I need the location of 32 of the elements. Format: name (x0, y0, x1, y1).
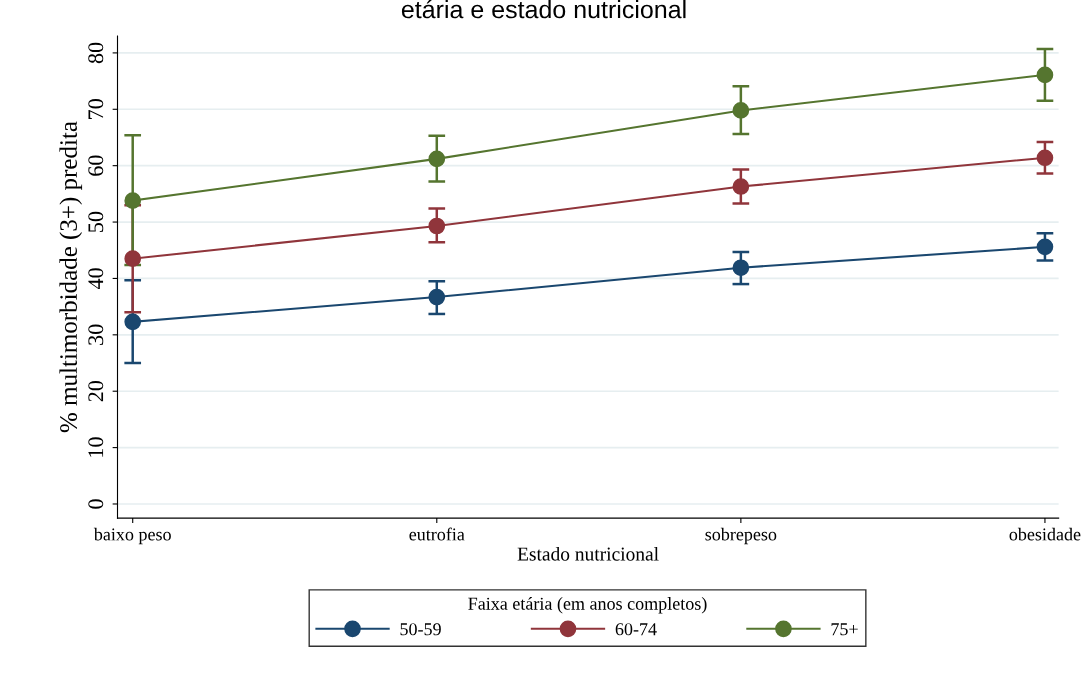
point (428, 288, 446, 306)
point (732, 102, 750, 119)
point (1036, 238, 1054, 256)
x-tick-label: obesidade (1009, 527, 1081, 541)
chart-title: etária e estado nutricional (401, 0, 686, 19)
y-tick-label: 10 (88, 437, 104, 457)
legend-title: Faixa etária (em anos completos) (468, 597, 707, 614)
legend-label: 50-59 (400, 623, 441, 636)
legend-label: 60-74 (615, 623, 657, 636)
point (428, 217, 446, 235)
point (124, 192, 142, 209)
point (124, 250, 142, 268)
x-axis-title: Estado nutricional (517, 546, 659, 561)
x-tick-label: sobrepeso (705, 527, 777, 545)
y-tick-label: 50 (88, 211, 104, 232)
y-tick-label: 40 (88, 268, 104, 290)
y-tick-label: 30 (88, 324, 104, 345)
y-axis-title: % multimorbidade (3+) predita (59, 121, 83, 433)
y-tick-label: 70 (88, 99, 104, 119)
y-tick-label: 80 (88, 42, 104, 64)
legend-label: 75+ (831, 623, 858, 636)
point (1036, 149, 1054, 167)
point (124, 313, 142, 331)
x-tick-label: baixo peso (93, 527, 171, 545)
x-tick-label: eutrofia (409, 527, 465, 541)
point (732, 259, 750, 277)
y-tick-label: 0 (88, 499, 104, 509)
y-tick-label: 60 (88, 155, 104, 176)
y-tick-label: 20 (88, 380, 104, 402)
point (1036, 66, 1054, 84)
point (732, 178, 750, 195)
point (428, 150, 446, 168)
